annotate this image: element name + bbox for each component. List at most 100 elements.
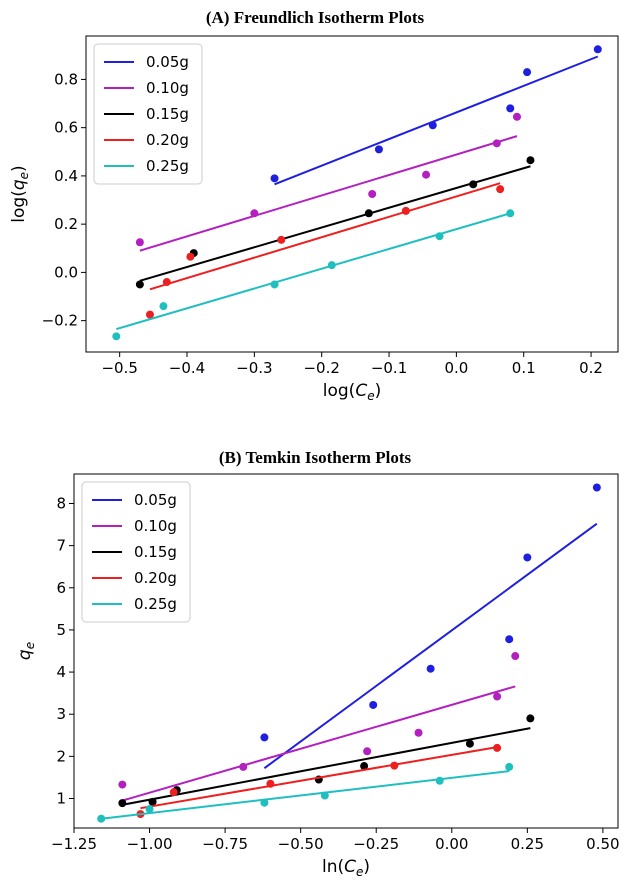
fit-line-0.15g bbox=[122, 727, 531, 806]
x-tick-label: 0.2 bbox=[579, 359, 603, 377]
fit-line-0.20g bbox=[140, 746, 498, 810]
data-point-0.10g bbox=[250, 209, 259, 218]
y-tick-label: 0.0 bbox=[54, 263, 78, 281]
legend-label-0.10g: 0.10g bbox=[146, 79, 189, 97]
x-tick-label: 0.1 bbox=[512, 359, 536, 377]
data-point-0.25g bbox=[159, 302, 168, 311]
data-point-0.20g bbox=[169, 788, 178, 797]
data-point-0.20g bbox=[493, 743, 502, 752]
data-point-0.20g bbox=[401, 206, 410, 215]
plot-frame bbox=[85, 35, 619, 353]
data-point-0.10g bbox=[135, 238, 144, 247]
y-tick-label: −0.2 bbox=[42, 312, 78, 330]
chart-b-title: (B) Temkin Isotherm Plots bbox=[218, 448, 412, 467]
data-point-0.20g bbox=[266, 779, 275, 788]
data-point-0.15g bbox=[526, 714, 535, 723]
legend-label-0.20g: 0.20g bbox=[134, 569, 177, 587]
x-tick-label: −0.3 bbox=[236, 359, 272, 377]
data-point-0.05g bbox=[260, 733, 269, 742]
plot-frame bbox=[73, 473, 619, 829]
fit-line-0.20g bbox=[149, 182, 501, 291]
data-point-0.15g bbox=[364, 209, 373, 218]
x-axis-label: log(Ce) bbox=[323, 381, 381, 403]
data-point-0.10g bbox=[493, 692, 502, 701]
y-tick-label: 0.8 bbox=[54, 70, 78, 88]
data-point-0.20g bbox=[162, 278, 171, 287]
data-point-0.10g bbox=[368, 190, 377, 198]
data-point-0.05g bbox=[523, 68, 532, 77]
y-tick-label: 2 bbox=[56, 747, 66, 765]
data-point-0.25g bbox=[260, 798, 269, 807]
y-tick-label: 0.4 bbox=[54, 167, 78, 185]
legend-label-0.25g: 0.25g bbox=[134, 595, 177, 613]
legend-label-0.25g: 0.25g bbox=[146, 157, 189, 175]
data-point-0.20g bbox=[390, 761, 399, 770]
y-tick-label: 0.6 bbox=[54, 119, 78, 137]
data-point-0.20g bbox=[186, 252, 195, 261]
fit-line-0.15g bbox=[139, 165, 531, 282]
data-point-0.25g bbox=[506, 209, 515, 218]
x-axis-label: ln(Ce) bbox=[322, 857, 370, 879]
y-axis-label: qe bbox=[15, 642, 37, 660]
y-tick-label: 5 bbox=[56, 621, 66, 639]
y-tick-label: 0.2 bbox=[54, 215, 78, 233]
data-point-0.05g bbox=[505, 635, 514, 644]
data-point-0.15g bbox=[148, 797, 157, 806]
data-point-0.05g bbox=[506, 104, 515, 113]
fit-line-0.05g bbox=[263, 522, 598, 769]
x-tick-label: −0.5 bbox=[101, 359, 137, 377]
x-tick-label: −0.75 bbox=[202, 835, 248, 853]
data-point-0.10g bbox=[118, 780, 127, 789]
fit-line-0.10g bbox=[122, 685, 516, 802]
x-tick-label: −0.50 bbox=[278, 835, 324, 853]
legend-label-0.15g: 0.15g bbox=[146, 105, 189, 123]
data-point-0.10g bbox=[414, 728, 423, 737]
data-point-0.25g bbox=[270, 280, 279, 289]
x-tick-label: 0.00 bbox=[435, 835, 468, 853]
data-point-0.20g bbox=[145, 310, 154, 319]
legend-label-0.15g: 0.15g bbox=[134, 543, 177, 561]
y-tick-label: 3 bbox=[56, 705, 66, 723]
y-tick-label: 6 bbox=[56, 579, 66, 597]
legend-label-0.20g: 0.20g bbox=[146, 131, 189, 149]
x-tick-label: −0.25 bbox=[353, 835, 399, 853]
x-tick-label: −1.00 bbox=[127, 835, 173, 853]
data-point-0.15g bbox=[465, 739, 474, 748]
data-point-0.25g bbox=[327, 261, 336, 270]
data-point-0.05g bbox=[523, 553, 532, 562]
data-point-0.25g bbox=[97, 814, 106, 823]
legend-box bbox=[93, 43, 203, 185]
x-tick-label: −0.2 bbox=[303, 359, 339, 377]
data-point-0.20g bbox=[496, 185, 505, 194]
data-point-0.25g bbox=[435, 776, 444, 785]
data-point-0.05g bbox=[374, 145, 383, 154]
data-point-0.10g bbox=[239, 762, 248, 771]
y-tick-label: 7 bbox=[56, 537, 66, 555]
data-point-0.20g bbox=[277, 235, 286, 244]
legend-box bbox=[81, 481, 191, 623]
data-point-0.05g bbox=[426, 664, 435, 673]
fit-line-0.25g bbox=[101, 770, 510, 820]
x-tick-label: −0.1 bbox=[371, 359, 407, 377]
data-point-0.15g bbox=[526, 156, 535, 165]
data-point-0.15g bbox=[118, 799, 127, 808]
fit-line-0.05g bbox=[274, 55, 599, 186]
chart-a-title: (A) Freundlich Isotherm Plots bbox=[205, 8, 425, 27]
data-point-0.10g bbox=[492, 139, 501, 148]
y-axis-label: log(qe) bbox=[9, 165, 31, 222]
data-point-0.15g bbox=[360, 762, 369, 771]
data-point-0.05g bbox=[369, 700, 378, 709]
y-tick-label: 4 bbox=[56, 663, 66, 681]
data-point-0.05g bbox=[270, 174, 279, 183]
data-point-0.15g bbox=[469, 180, 478, 189]
data-point-0.25g bbox=[112, 332, 121, 341]
data-point-0.10g bbox=[422, 170, 431, 179]
data-point-0.05g bbox=[592, 483, 601, 492]
x-tick-label: −0.4 bbox=[169, 359, 205, 377]
data-point-0.25g bbox=[505, 762, 514, 771]
fit-line-0.25g bbox=[116, 212, 511, 331]
data-point-0.25g bbox=[145, 805, 154, 814]
data-point-0.10g bbox=[363, 747, 372, 756]
data-point-0.10g bbox=[511, 652, 520, 661]
